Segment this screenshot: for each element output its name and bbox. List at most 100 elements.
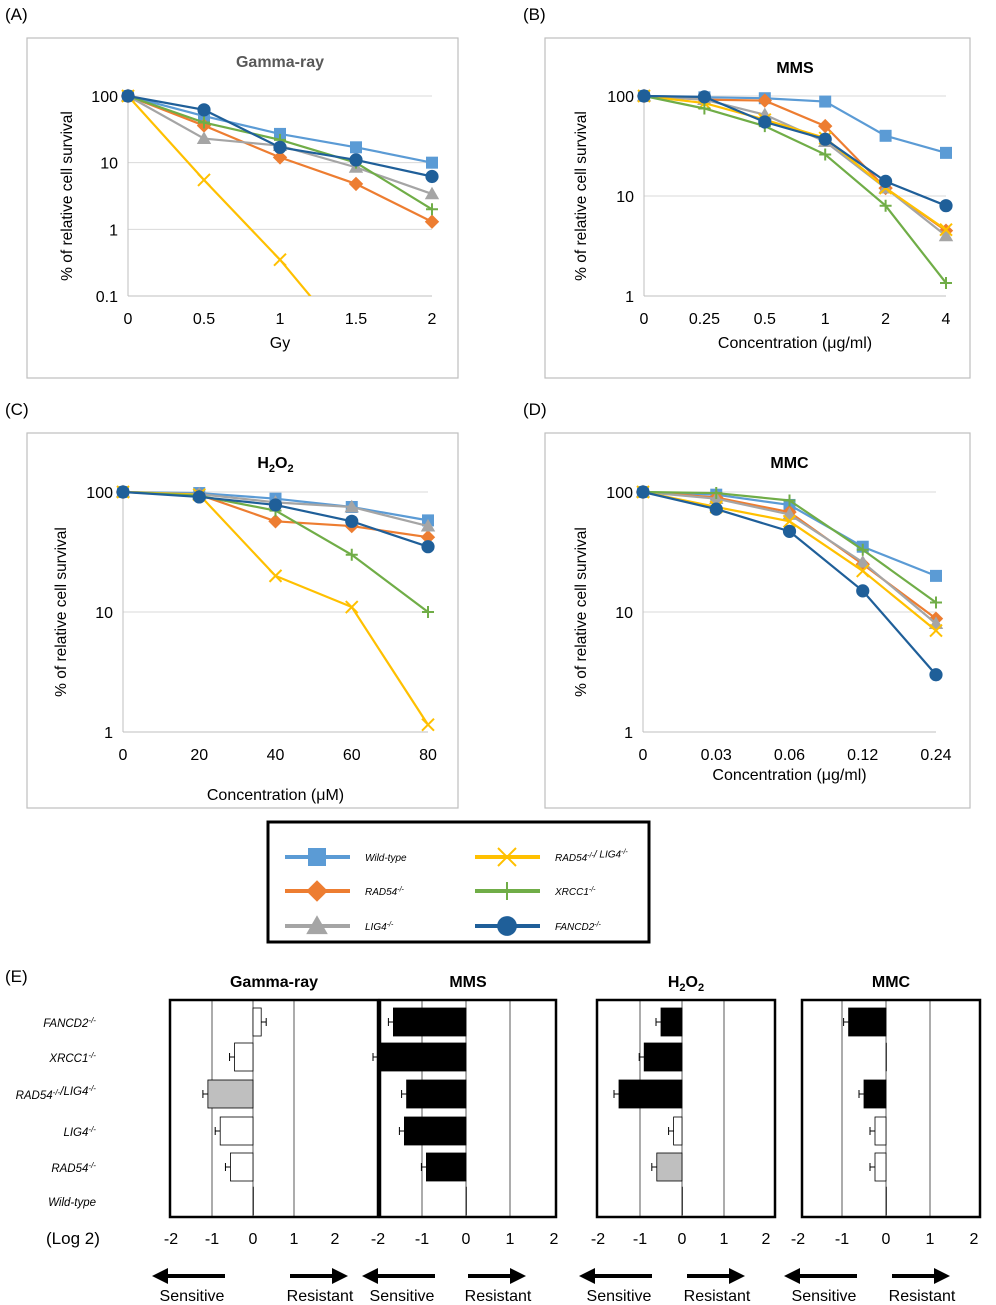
- data-point: [426, 203, 438, 216]
- data-point: [350, 141, 362, 154]
- x-axis-label: Concentration (μg/ml): [712, 767, 866, 784]
- bar: [425, 1152, 467, 1182]
- y-axis-label: % of relative cell survival: [573, 527, 590, 697]
- x-tick-label: 2: [970, 1231, 979, 1248]
- data-point: [757, 93, 772, 108]
- arrow-left-icon: [362, 1268, 378, 1284]
- legend-label: RAD54-/-/ LIG4-/-: [555, 849, 628, 864]
- data-point: [938, 228, 954, 242]
- x-tick-label: 4: [942, 311, 951, 328]
- legend-marker-icon: [308, 848, 326, 866]
- x-tick-label: 0.5: [754, 311, 776, 328]
- series-xrcc1: [637, 486, 942, 609]
- subpanel-frame: [595, 998, 777, 1219]
- bar: [660, 1007, 683, 1037]
- subpanel-title: MMS: [449, 974, 487, 991]
- data-point: [273, 253, 287, 267]
- data-point: [698, 102, 711, 115]
- y-tick-label: 100: [606, 485, 633, 502]
- bar: [392, 1007, 467, 1037]
- data-point: [349, 153, 363, 167]
- legend-marker-icon: [497, 847, 517, 867]
- row-label: LIG4-/-: [63, 1125, 96, 1139]
- data-point: [697, 90, 712, 104]
- panel-letter: (E): [5, 967, 28, 986]
- x-tick-label: 0: [462, 1231, 471, 1248]
- series-line: [643, 94, 947, 237]
- bar: [465, 1186, 467, 1216]
- data-point: [709, 502, 723, 516]
- resistant-label: Resistant: [465, 1288, 532, 1305]
- legend-item-xrcc1: XRCC1-/-: [475, 882, 596, 900]
- data-point: [783, 494, 796, 507]
- bar: [863, 1079, 887, 1109]
- x-tick-label: 1: [506, 1231, 515, 1248]
- y-tick-label: 0.1: [96, 289, 118, 306]
- row-label: RAD54-/-/LIG4-/-: [16, 1084, 97, 1102]
- data-point: [929, 668, 943, 682]
- subpanel-title: Gamma-ray: [230, 974, 318, 991]
- x-tick-label: 0: [119, 747, 128, 764]
- panel-d: (D) MMC 100 10 10 0.03 0.06 0.12 0.24 Concentrati…: [523, 400, 971, 809]
- x-tick-label: 2: [550, 1231, 559, 1248]
- row-label: RAD54-/-: [51, 1161, 96, 1175]
- data-point: [197, 103, 211, 117]
- legend-label: Wild-type: [365, 853, 407, 864]
- panel-frame: [544, 432, 971, 809]
- y-tick-label: 100: [86, 485, 113, 502]
- subpanel-2: H2O2 -2 -1 0 1 2 Sensitive Resistant: [579, 974, 777, 1305]
- data-point: [637, 89, 651, 103]
- y-tick-label: 10: [95, 605, 113, 622]
- x-tick-label: 1: [926, 1231, 935, 1248]
- arrow-right-icon: [510, 1268, 526, 1284]
- chart-title: Gamma-ray: [236, 54, 324, 71]
- y-tick-label: 1: [625, 289, 634, 306]
- x-tick-label: 0.5: [193, 311, 215, 328]
- x-tick-label: -2: [371, 1231, 385, 1248]
- panel-a: (A) Gamma-ray 100 10 1 0.1 0 0.5 1 1.5 2 Gy % of rel…: [5, 5, 459, 379]
- bar: [403, 1116, 467, 1146]
- x-tick-label: 0: [249, 1231, 258, 1248]
- data-point: [420, 518, 436, 532]
- y-tick-label: 10: [615, 605, 633, 622]
- data-point: [268, 498, 283, 512]
- x-tick-label: 0.24: [920, 747, 951, 764]
- subpanel-title: H2O2: [668, 974, 704, 994]
- x-tick-label: 80: [419, 747, 437, 764]
- panel-frame: [26, 37, 459, 379]
- series-dko: [637, 89, 953, 237]
- data-point: [855, 555, 870, 568]
- data-point: [879, 199, 892, 212]
- x-axis-label: Concentration (μM): [207, 787, 344, 804]
- x-tick-label: 0.12: [847, 747, 878, 764]
- y-tick-label: 1: [104, 725, 113, 742]
- data-point: [710, 487, 723, 500]
- data-point: [819, 148, 832, 161]
- data-point: [856, 584, 870, 598]
- subpanel-3: MMC -2 -1 0 1 2 Sensitive Resistant: [784, 974, 982, 1305]
- bar: [207, 1079, 254, 1109]
- data-point: [856, 564, 870, 578]
- bar: [848, 1007, 887, 1037]
- y-tick-label: 100: [91, 89, 118, 106]
- x-tick-label: 1: [290, 1231, 299, 1248]
- legend-item-lig4: LIG4-/-: [285, 915, 394, 935]
- data-point: [422, 606, 434, 618]
- bar: [618, 1079, 683, 1109]
- legend-frame: [266, 820, 651, 944]
- series-line: [643, 94, 947, 207]
- x-tick-label: 1.5: [345, 311, 367, 328]
- data-point: [268, 514, 283, 529]
- legend-label: LIG4-/-: [365, 922, 394, 934]
- series-fancd2: [121, 89, 439, 184]
- x-tick-label: 0: [882, 1231, 891, 1248]
- panel-letter: (D): [523, 400, 547, 419]
- data-point: [818, 118, 833, 134]
- legend-label: XRCC1-/-: [554, 887, 596, 899]
- data-point: [345, 600, 359, 614]
- legend-marker-icon: [497, 916, 517, 936]
- data-point: [930, 596, 942, 609]
- data-point: [348, 176, 364, 192]
- legend-marker-icon: [498, 882, 516, 900]
